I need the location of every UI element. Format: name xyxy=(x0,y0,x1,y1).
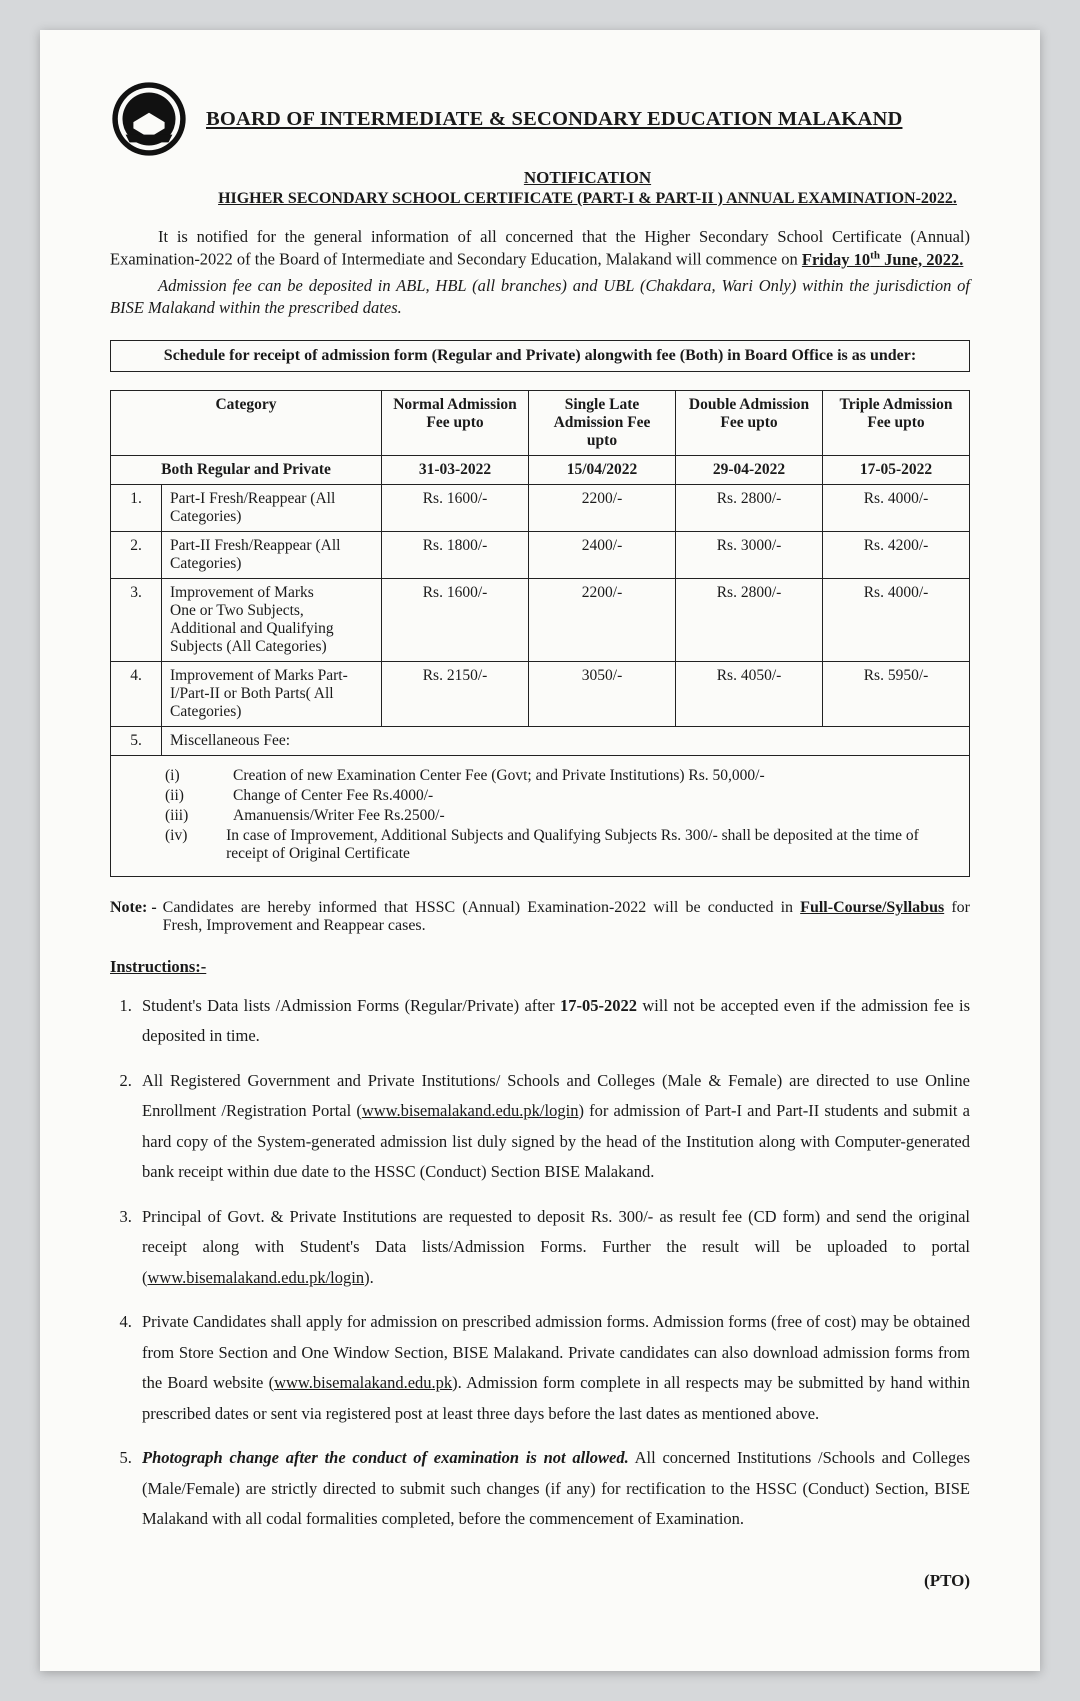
row-v1: 2400/- xyxy=(529,531,676,578)
intro-paragraph-2: Admission fee can be deposited in ABL, H… xyxy=(110,275,970,320)
row-cat: Part-I Fresh/Reappear (All Categories) xyxy=(162,484,382,531)
intro-text-2: Admission fee can be deposited in ABL, H… xyxy=(110,276,970,317)
row-v1: 2200/- xyxy=(529,484,676,531)
row-v0: Rs. 1800/- xyxy=(382,531,529,578)
row-cat: Improvement of Marks One or Two Subjects… xyxy=(162,578,382,661)
table-row: 2. Part-II Fresh/Reappear (All Categorie… xyxy=(111,531,970,578)
note-text-a: Candidates are hereby informed that HSSC… xyxy=(163,899,801,916)
note-text-b: Full-Course/Syllabus xyxy=(800,899,944,916)
misc-n: (ii) xyxy=(165,787,205,805)
misc-body-row: (i) Creation of new Examination Center Fe… xyxy=(111,755,970,876)
note-block: Note: - Candidates are hereby informed t… xyxy=(110,899,970,935)
misc-text: Change of Center Fee Rs.4000/- xyxy=(233,787,433,805)
misc-list: (i) Creation of new Examination Center Fe… xyxy=(119,761,961,871)
board-logo xyxy=(110,80,188,158)
i3-link: www.bisemalakand.edu.pk/login xyxy=(148,1268,365,1287)
both-v0: 31-03-2022 xyxy=(382,455,529,484)
row-v2: Rs. 3000/- xyxy=(676,531,823,578)
row-num: 4. xyxy=(111,661,162,726)
i2-link: www.bisemalakand.edu.pk/login xyxy=(362,1101,579,1120)
subtitle-block: NOTIFICATION HIGHER SECONDARY SCHOOL CER… xyxy=(205,168,970,208)
row-v3: Rs. 4200/- xyxy=(823,531,970,578)
document-page: BOARD OF INTERMEDIATE & SECONDARY EDUCAT… xyxy=(40,30,1040,1671)
misc-n: (i) xyxy=(165,767,205,785)
row-v0: Rs. 1600/- xyxy=(382,484,529,531)
misc-text: Amanuensis/Writer Fee Rs.2500/- xyxy=(233,807,445,825)
header-row: BOARD OF INTERMEDIATE & SECONDARY EDUCAT… xyxy=(110,80,970,158)
org-title: BOARD OF INTERMEDIATE & SECONDARY EDUCAT… xyxy=(206,108,902,131)
misc-header-row: 5. Miscellaneous Fee: xyxy=(111,726,970,755)
instruction-item: Student's Data lists /Admission Forms (R… xyxy=(136,991,970,1052)
row-v2: Rs. 4050/- xyxy=(676,661,823,726)
intro-date-tail: June, 2022. xyxy=(880,250,963,269)
col-single: Single Late Admission Fee upto xyxy=(529,390,676,455)
row-v3: Rs. 4000/- xyxy=(823,578,970,661)
i3-b: ). xyxy=(364,1268,374,1287)
notification-label: NOTIFICATION xyxy=(205,168,970,188)
instructions-header: Instructions:- xyxy=(110,957,970,977)
exam-subtitle: HIGHER SECONDARY SCHOOL CERTIFICATE (PAR… xyxy=(205,190,970,208)
table-header-row: Category Normal Admission Fee upto Singl… xyxy=(111,390,970,455)
both-v1: 15/04/2022 xyxy=(529,455,676,484)
row-v0: Rs. 2150/- xyxy=(382,661,529,726)
row-num: 1. xyxy=(111,484,162,531)
misc-item: (iv) In case of Improvement, Additional S… xyxy=(165,827,955,863)
row-v1: 2200/- xyxy=(529,578,676,661)
row-v2: Rs. 2800/- xyxy=(676,484,823,531)
col-triple: Triple Admission Fee upto xyxy=(823,390,970,455)
misc-item: (iii) Amanuensis/Writer Fee Rs.2500/- xyxy=(165,807,955,825)
row-v3: Rs. 5950/- xyxy=(823,661,970,726)
i1-a: Student's Data lists /Admission Forms (R… xyxy=(142,996,560,1015)
i1-date: 17-05-2022 xyxy=(560,996,637,1015)
intro-date-sup: th xyxy=(870,249,880,261)
schedule-caption: Schedule for receipt of admission form (… xyxy=(110,340,970,372)
misc-num: 5. xyxy=(111,726,162,755)
row-v1: 3050/- xyxy=(529,661,676,726)
both-v2: 29-04-2022 xyxy=(676,455,823,484)
table-row: 4. Improvement of Marks Part-I/Part-II o… xyxy=(111,661,970,726)
col-normal: Normal Admission Fee upto xyxy=(382,390,529,455)
intro-date: Friday 10 xyxy=(802,250,870,269)
instruction-item: Photograph change after the conduct of e… xyxy=(136,1443,970,1535)
misc-label: Miscellaneous Fee: xyxy=(162,726,970,755)
row-num: 2. xyxy=(111,531,162,578)
instruction-item: Private Candidates shall apply for admis… xyxy=(136,1307,970,1429)
both-v3: 17-05-2022 xyxy=(823,455,970,484)
note-label: Note: - xyxy=(110,899,157,935)
instruction-item: All Registered Government and Private In… xyxy=(136,1066,970,1188)
fee-table: Category Normal Admission Fee upto Singl… xyxy=(110,390,970,877)
col-category: Category xyxy=(111,390,382,455)
instruction-item: Principal of Govt. & Private Institution… xyxy=(136,1202,970,1294)
misc-n: (iv) xyxy=(165,827,198,863)
misc-n: (iii) xyxy=(165,807,205,825)
row-v3: Rs. 4000/- xyxy=(823,484,970,531)
misc-text: Creation of new Examination Center Fee (… xyxy=(233,767,765,785)
row-v0: Rs. 1600/- xyxy=(382,578,529,661)
intro-paragraph-1: It is notified for the general informati… xyxy=(110,226,970,271)
i4-link: www.bisemalakand.edu.pk xyxy=(274,1373,452,1392)
row-cat: Part-II Fresh/Reappear (All Categories) xyxy=(162,531,382,578)
row-num: 3. xyxy=(111,578,162,661)
both-label: Both Regular and Private xyxy=(111,455,382,484)
row-v2: Rs. 2800/- xyxy=(676,578,823,661)
pto-label: (PTO) xyxy=(110,1571,970,1591)
col-double: Double Admission Fee upto xyxy=(676,390,823,455)
both-regular-private-row: Both Regular and Private 31-03-2022 15/0… xyxy=(111,455,970,484)
table-row: 3. Improvement of Marks One or Two Subje… xyxy=(111,578,970,661)
row-cat: Improvement of Marks Part-I/Part-II or B… xyxy=(162,661,382,726)
instructions-list: Student's Data lists /Admission Forms (R… xyxy=(110,991,970,1535)
misc-text: In case of Improvement, Additional Subje… xyxy=(226,827,955,863)
misc-item: (ii) Change of Center Fee Rs.4000/- xyxy=(165,787,955,805)
table-row: 1. Part-I Fresh/Reappear (All Categories… xyxy=(111,484,970,531)
i5-a: Photograph change after the conduct of e… xyxy=(142,1448,629,1467)
misc-item: (i) Creation of new Examination Center Fe… xyxy=(165,767,955,785)
